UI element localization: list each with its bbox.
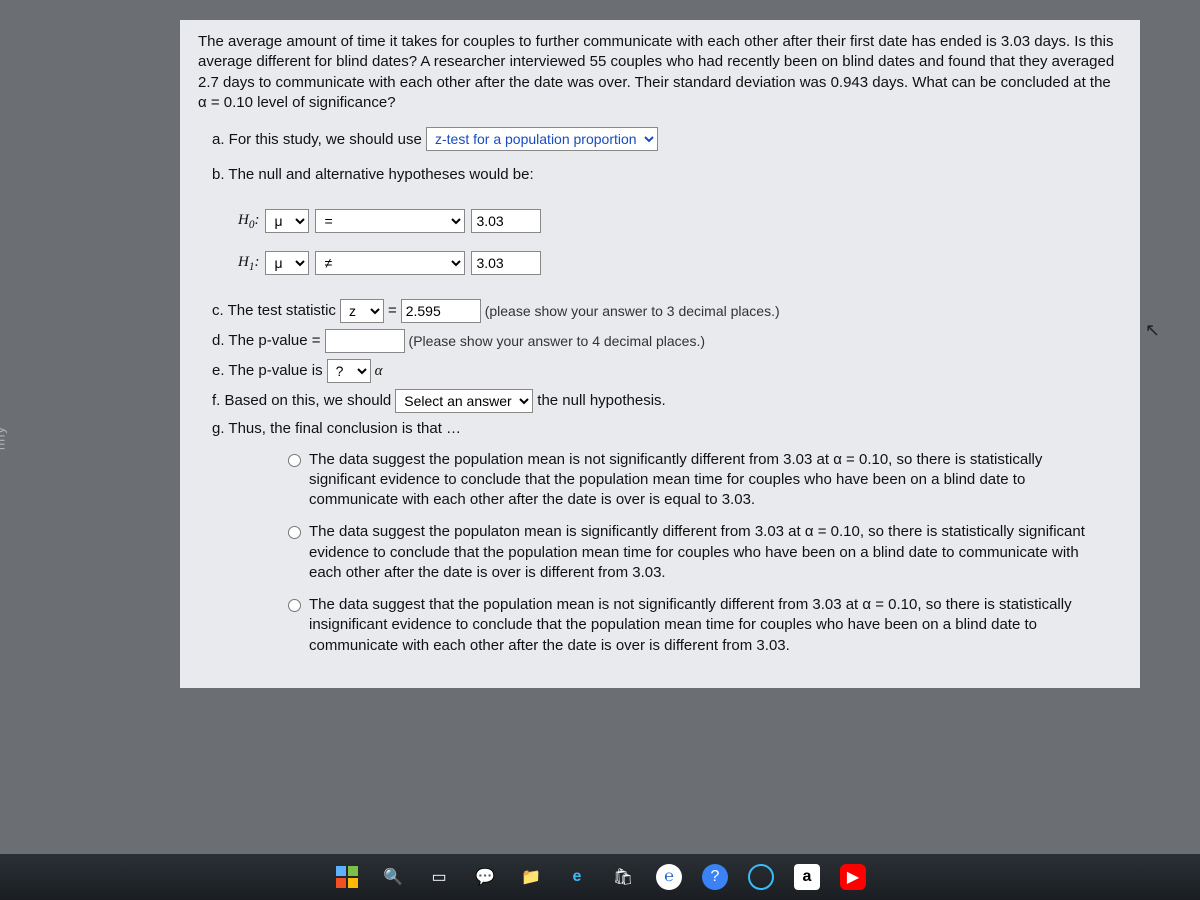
part-d: d. The p-value = (Please show your answe… (212, 329, 1122, 353)
app-icon-3[interactable] (748, 864, 774, 890)
equals-sign: = (388, 301, 397, 321)
stat-symbol-select[interactable]: z (340, 299, 384, 323)
decision-select[interactable]: Select an answer (395, 389, 533, 413)
h1-label: H1: (238, 252, 259, 275)
option-2[interactable]: The data suggest the populaton mean is s… (288, 522, 1108, 583)
h1-colon: : (254, 254, 259, 270)
option-3-text: The data suggest that the population mea… (309, 595, 1108, 656)
problem-text: The average amount of time it takes for … (198, 32, 1122, 113)
option-3-radio[interactable] (288, 599, 301, 612)
part-f-label: f. Based on this, we should (212, 391, 391, 411)
h0-label: H0: (238, 210, 259, 233)
chat-icon[interactable]: 💬 (472, 864, 498, 890)
app-icon-1[interactable]: ℮ (656, 864, 682, 890)
cursor-icon: ↖ (1145, 320, 1160, 341)
h0-H: H (238, 212, 249, 228)
part-e-label: e. The p-value is (212, 361, 323, 381)
question-card: The average amount of time it takes for … (180, 20, 1140, 688)
option-2-radio[interactable] (288, 526, 301, 539)
test-type-select[interactable]: z-test for a population proportion (426, 127, 658, 151)
h1-H: H (238, 254, 249, 270)
h0-colon: : (254, 212, 259, 228)
alpha-symbol: α (375, 361, 383, 381)
option-1[interactable]: The data suggest the population mean is … (288, 450, 1108, 511)
part-c-label: c. The test statistic (212, 301, 336, 321)
edge-icon[interactable]: e (564, 864, 590, 890)
search-icon[interactable]: 🔍 (380, 864, 406, 890)
option-3[interactable]: The data suggest that the population mea… (288, 595, 1108, 656)
option-1-radio[interactable] (288, 454, 301, 467)
part-d-label: d. The p-value = (212, 331, 321, 351)
app-icon-2[interactable]: ? (702, 864, 728, 890)
youtube-icon[interactable]: ▶ (840, 864, 866, 890)
h0-param-select[interactable]: μ (265, 209, 309, 233)
part-d-note: (Please show your answer to 4 decimal pl… (409, 332, 705, 351)
part-f-tail: the null hypothesis. (537, 391, 665, 411)
part-a: a. For this study, we should use z-test … (212, 127, 1122, 151)
taskbar[interactable]: 🔍 ▭ 💬 📁 e 🛍 ℮ ? a ▶ (0, 854, 1200, 900)
windows-icon (336, 866, 358, 888)
hypotheses-block: H0: μ = H1: μ ≠ (238, 209, 1122, 275)
part-b-label: b. The null and alternative hypotheses w… (212, 165, 1122, 185)
explorer-icon[interactable]: 📁 (518, 864, 544, 890)
part-e: e. The p-value is ? α (212, 359, 1122, 383)
side-watermark: nny (0, 426, 8, 450)
h0-operator-select[interactable]: = (315, 209, 465, 233)
option-2-text: The data suggest the populaton mean is s… (309, 522, 1108, 583)
store-icon[interactable]: 🛍 (610, 864, 636, 890)
start-button[interactable] (334, 864, 360, 890)
part-f: f. Based on this, we should Select an an… (212, 389, 1122, 413)
h0-row: H0: μ = (238, 209, 1122, 233)
h1-row: H1: μ ≠ (238, 251, 1122, 275)
h0-value-input[interactable] (471, 209, 541, 233)
h1-value-input[interactable] (471, 251, 541, 275)
option-1-text: The data suggest the population mean is … (309, 450, 1108, 511)
conclusion-options: The data suggest the population mean is … (288, 450, 1122, 656)
test-statistic-input[interactable] (401, 299, 481, 323)
h1-operator-select[interactable]: ≠ (315, 251, 465, 275)
h1-param-select[interactable]: μ (265, 251, 309, 275)
pvalue-input[interactable] (325, 329, 405, 353)
part-a-label: a. For this study, we should use (212, 131, 422, 148)
pvalue-compare-select[interactable]: ? (327, 359, 371, 383)
part-g-label: g. Thus, the final conclusion is that … (212, 419, 1122, 439)
part-c-note: (please show your answer to 3 decimal pl… (485, 302, 780, 321)
taskview-icon[interactable]: ▭ (426, 864, 452, 890)
part-c: c. The test statistic z = (please show y… (212, 299, 1122, 323)
amazon-icon[interactable]: a (794, 864, 820, 890)
